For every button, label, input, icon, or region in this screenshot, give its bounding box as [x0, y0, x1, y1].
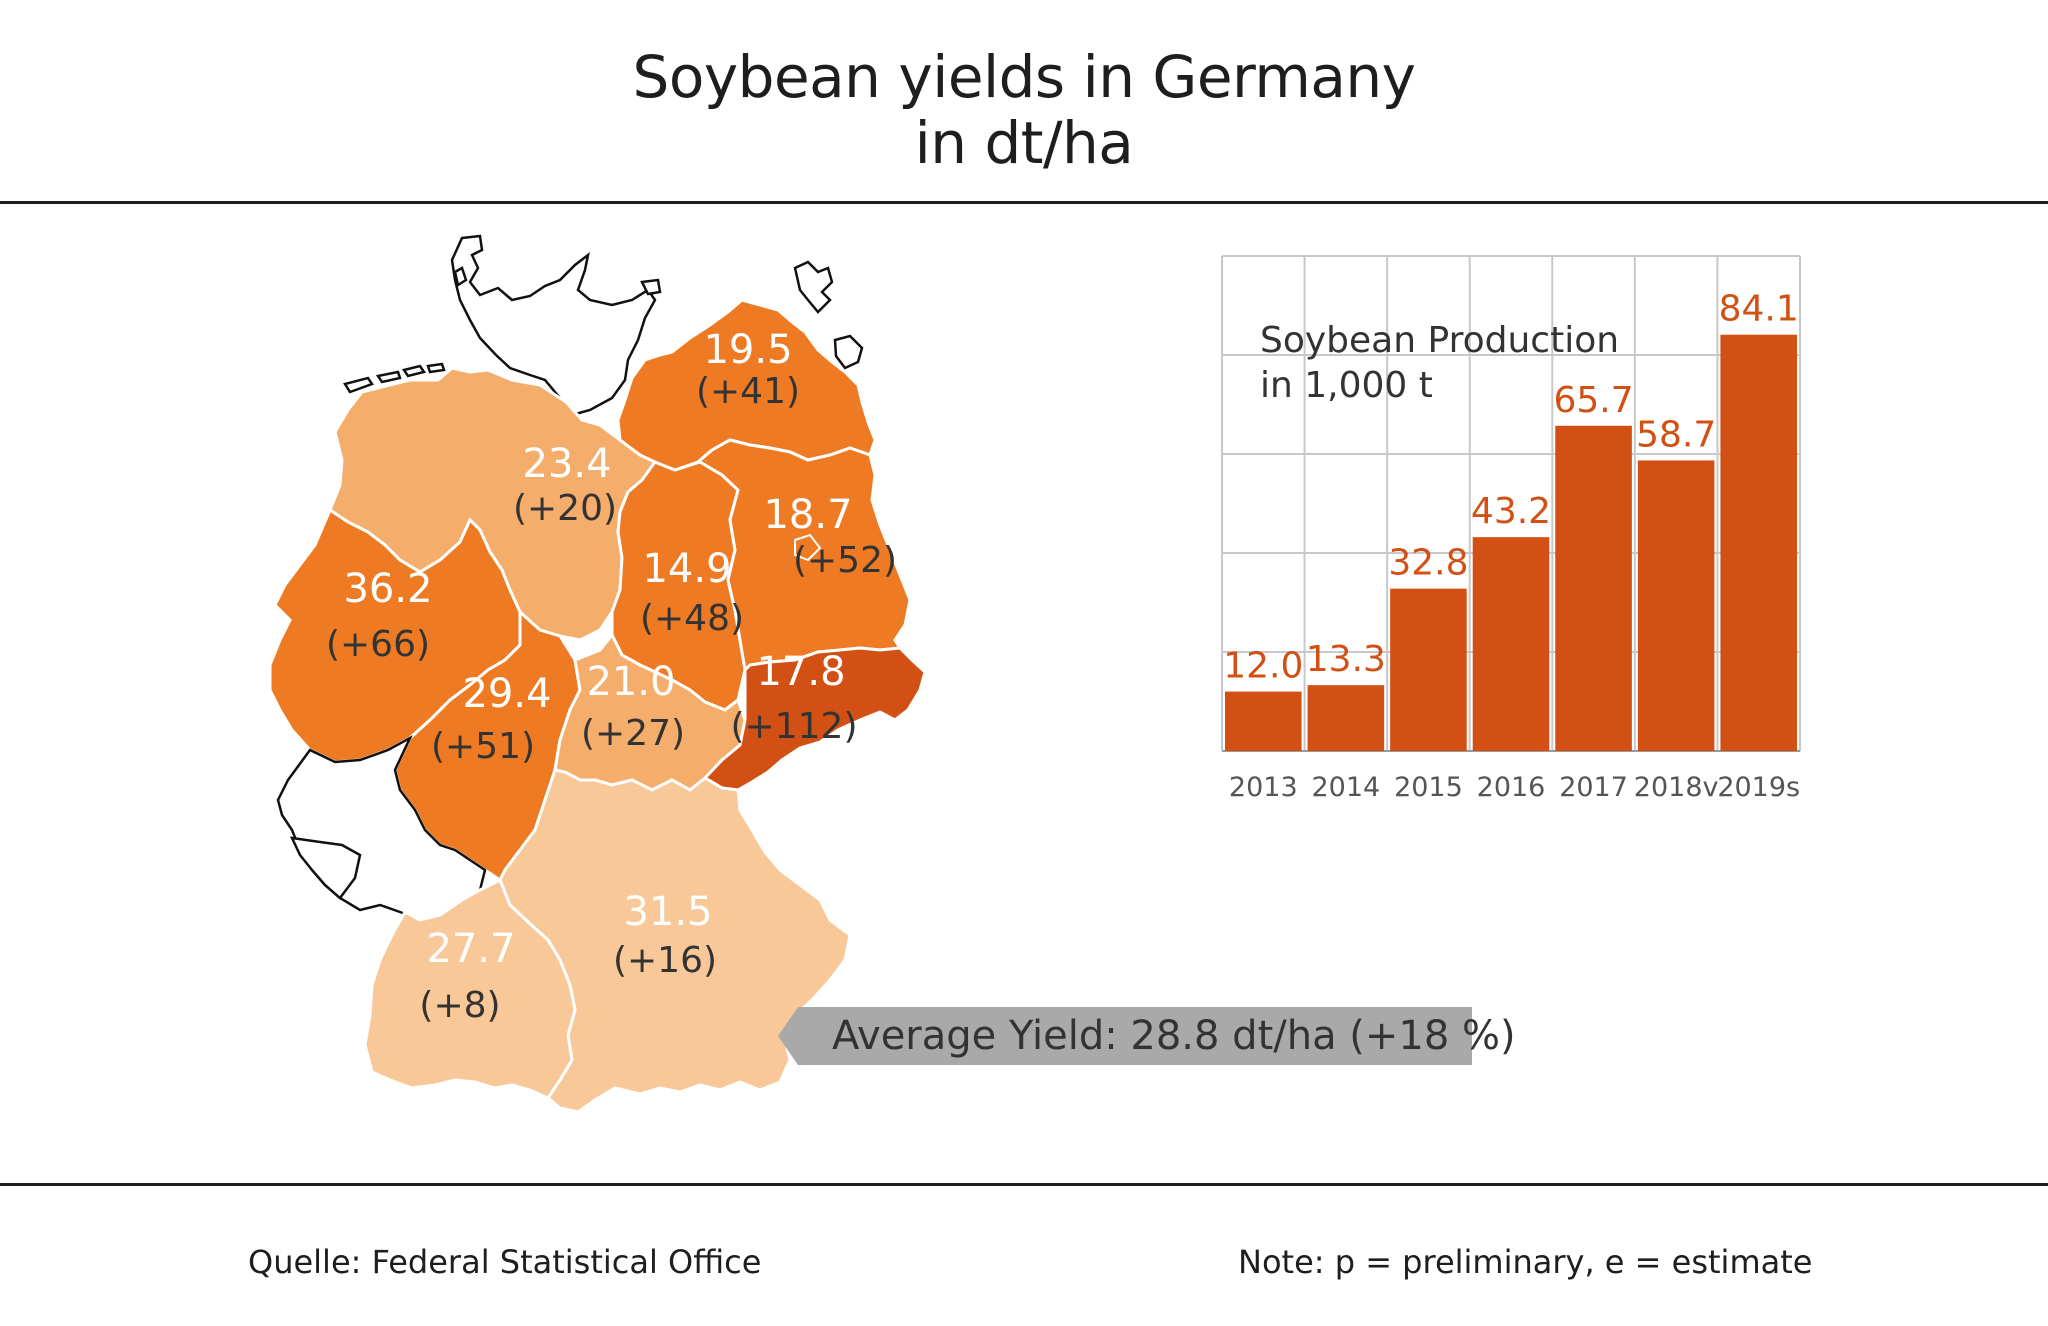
- x-tick-label-2017: 2017: [1559, 772, 1628, 803]
- region-yield-sachsen: 17.8: [756, 649, 845, 695]
- region-yield-bayern: 31.5: [623, 889, 712, 935]
- average-yield-box: [778, 1007, 1472, 1065]
- bar-2014: [1307, 685, 1385, 751]
- x-tick-label-2015: 2015: [1394, 772, 1463, 803]
- region-change-brandenburg: (+52): [793, 540, 897, 581]
- region-yield-mecklenburg-vorpommern: 19.5: [703, 327, 792, 373]
- title-line-2: in dt/ha: [914, 109, 1134, 177]
- x-tick-label-2019s: 2019s: [1717, 772, 1800, 803]
- bar-2016: [1472, 537, 1550, 751]
- region-baden-wuerttemberg: [363, 877, 577, 1100]
- chart-title-line-2: in 1,000 t: [1260, 365, 1433, 406]
- region-yield-niedersachsen: 23.4: [522, 441, 611, 487]
- region-change-sachsen: (+112): [731, 706, 858, 747]
- region-change-hessen: (+51): [431, 726, 535, 767]
- bar-value-label-2016: 43.2: [1471, 491, 1551, 532]
- x-tick-label-2016: 2016: [1477, 772, 1546, 803]
- region-change-mecklenburg-vorpommern: (+41): [696, 371, 800, 412]
- bar-value-label-2019s: 84.1: [1719, 289, 1799, 330]
- chart-title-line-1: Soybean Production: [1260, 320, 1619, 361]
- bar-value-label-2014: 13.3: [1306, 639, 1386, 680]
- x-tick-label-2014: 2014: [1311, 772, 1380, 803]
- island-sylt: [453, 266, 468, 287]
- page-title: Soybean yields in Germany in dt/ha: [0, 44, 2048, 176]
- bar-2015: [1390, 588, 1467, 751]
- region-yield-brandenburg: 18.7: [763, 492, 852, 538]
- region-change-sachsen-anhalt: (+48): [640, 598, 744, 639]
- region-change-nordrhein-westfalen: (+66): [326, 624, 430, 665]
- bar-2017: [1555, 425, 1632, 751]
- region-change-bayern: (+16): [613, 940, 717, 981]
- chart-value-labels: 12.0 13.3 32.843.2 65.758.7 84.1: [1223, 289, 1799, 687]
- title-line-1: Soybean yields in Germany: [632, 43, 1416, 111]
- bar-value-label-2015: 32.8: [1388, 543, 1468, 584]
- bar-2019s: [1720, 334, 1797, 751]
- source-note: Quelle: Federal Statistical Office: [248, 1243, 762, 1281]
- east-frisian-islands: [343, 362, 446, 394]
- region-yield-hessen: 29.4: [462, 671, 551, 717]
- chart-bars: [1225, 334, 1797, 751]
- region-change-thueringen: (+27): [581, 713, 685, 754]
- island-ruegen: [793, 260, 834, 314]
- average-yield-label: Average Yield: 28.8 dt/ha (+18 %): [832, 1013, 1516, 1059]
- island-fehmarn: [640, 278, 662, 296]
- bar-2018v: [1637, 460, 1715, 751]
- bar-2013: [1225, 691, 1302, 751]
- bottom-divider: [0, 1183, 2048, 1186]
- x-tick-label-2018v: 2018v: [1634, 772, 1719, 803]
- top-divider: [0, 201, 2048, 204]
- region-yield-thueringen: 21.0: [586, 659, 675, 705]
- bar-value-label-2018v: 58.7: [1636, 414, 1716, 455]
- region-change-niedersachsen: (+20): [513, 488, 617, 529]
- region-yield-sachsen-anhalt: 14.9: [642, 546, 731, 592]
- x-tick-label-2013: 2013: [1229, 772, 1298, 803]
- region-saarland: [289, 836, 362, 900]
- abbreviation-note: Note: p = preliminary, e = estimate: [1238, 1243, 1813, 1281]
- region-yield-nordrhein-westfalen: 36.2: [343, 566, 432, 612]
- bar-value-label-2013: 12.0: [1223, 646, 1303, 687]
- region-yield-baden-wuerttemberg: 27.7: [426, 926, 515, 972]
- region-mecklenburg-vorpommern: [616, 298, 877, 472]
- bar-value-label-2017: 65.7: [1553, 380, 1633, 421]
- region-labels: 19.5(+41) 23.4(+20) 18.7(+52) 14.9 (+48) 36.2…: [326, 327, 897, 1026]
- region-change-baden-wuerttemberg: (+8): [419, 985, 500, 1026]
- island-usedom: [833, 334, 864, 370]
- region-berlin: [794, 533, 822, 562]
